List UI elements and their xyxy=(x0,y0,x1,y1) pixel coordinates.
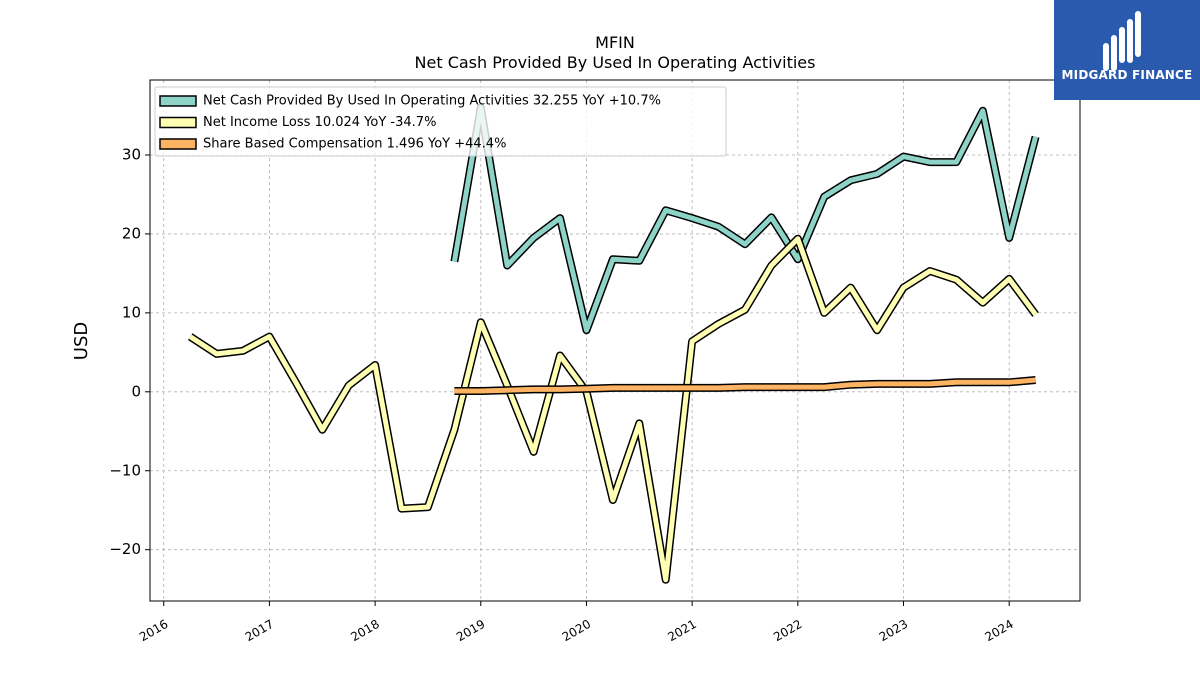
x-tick-label: 2023 xyxy=(877,617,910,644)
plot-frame xyxy=(149,79,1081,602)
x-tick-label: 2022 xyxy=(771,617,804,644)
logo-mark-icon xyxy=(1103,11,1141,71)
series-line xyxy=(454,377,1036,394)
legend-swatch xyxy=(159,95,197,107)
y-tick-label: 0 xyxy=(131,382,141,400)
logo-text: MIDGARD FINANCE xyxy=(1061,68,1193,82)
legend-frame xyxy=(154,86,727,157)
brand-logo: MIDGARD FINANCE xyxy=(1054,0,1200,100)
series-outline xyxy=(188,234,1039,584)
chart-title: MFIN xyxy=(595,33,635,52)
series-line xyxy=(188,236,1038,583)
legend: Net Cash Provided By Used In Operating A… xyxy=(154,86,727,157)
legend-entry: Net Cash Provided By Used In Operating A… xyxy=(203,94,661,109)
x-tick-label: 2020 xyxy=(560,617,593,644)
x-axis: 2016 2017 2018 2019 2020 2021 2022 2023 2024 xyxy=(137,601,1016,644)
x-tick-label: 2016 xyxy=(137,617,170,644)
x-tick-label: 2018 xyxy=(348,617,381,644)
y-axis: −20 −10 0 10 20 30 xyxy=(109,145,150,558)
series-line xyxy=(451,105,1039,333)
legend-swatch xyxy=(159,138,197,150)
x-tick-label: 2017 xyxy=(243,617,276,644)
y-tick-label: 30 xyxy=(122,145,141,163)
legend-swatch xyxy=(159,116,197,129)
x-tick-label: 2019 xyxy=(454,617,487,644)
legend-entry: Net Income Loss 10.024 YoY -34.7% xyxy=(203,115,436,130)
series-lines xyxy=(188,103,1040,584)
x-tick-label: 2024 xyxy=(982,617,1015,644)
y-tick-label: −20 xyxy=(109,540,141,558)
x-tick-label: 2021 xyxy=(665,617,698,644)
y-axis-label: USD xyxy=(71,322,92,360)
y-tick-label: 10 xyxy=(122,303,141,321)
legend-entry: Share Based Compensation 1.496 YoY +44.4… xyxy=(203,137,506,152)
chart-subtitle: Net Cash Provided By Used In Operating A… xyxy=(415,53,816,72)
y-tick-label: 20 xyxy=(122,224,141,242)
y-tick-label: −10 xyxy=(109,461,141,479)
